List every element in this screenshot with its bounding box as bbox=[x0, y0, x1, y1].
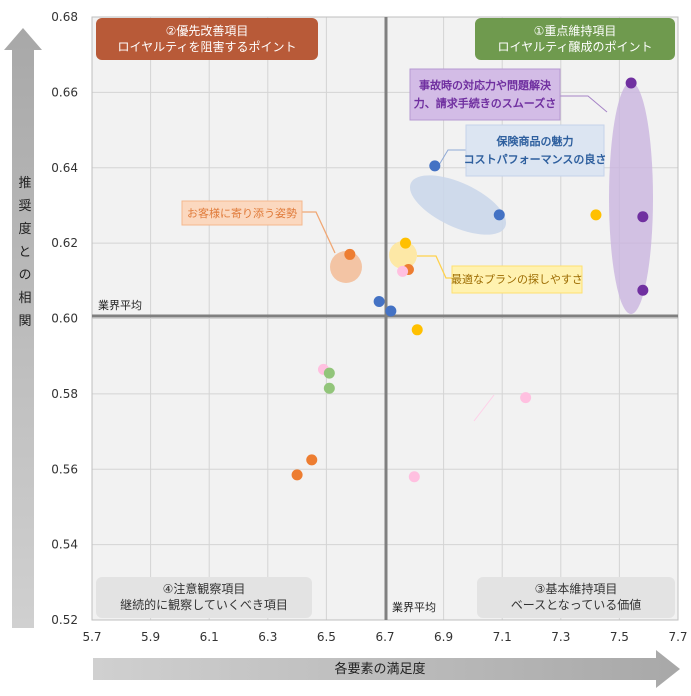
quadrant-bottom-left: ④注意観察項目 継続的に観察していくべき項目 bbox=[96, 577, 312, 618]
x-tick-label: 6.3 bbox=[258, 630, 277, 644]
quadrant-bottom-right-subtitle: ベースとなっている価値 bbox=[511, 597, 641, 612]
orange-connector bbox=[302, 211, 336, 254]
quadrant-bottom-right-box bbox=[477, 577, 675, 618]
industry-avg-x-label: 業界平均 bbox=[392, 601, 436, 614]
x-tick-label: 6.5 bbox=[317, 630, 336, 644]
data-points bbox=[291, 77, 649, 483]
data-point bbox=[625, 77, 637, 89]
data-point bbox=[520, 392, 532, 404]
yellow-connector bbox=[417, 255, 452, 279]
purple-connector bbox=[560, 95, 608, 113]
x-tick-label: 7.3 bbox=[551, 630, 570, 644]
data-point bbox=[408, 471, 420, 483]
callout-accident-response: 事故時の対応力や問題解決 力、請求手続きのスムーズさ bbox=[409, 68, 561, 121]
y-tick-label: 0.52 bbox=[51, 613, 78, 627]
quadrant-top-left-subtitle: ロイヤルティを阻害するポイント bbox=[118, 39, 297, 54]
industry-avg-y-label: 業界平均 bbox=[98, 299, 142, 312]
data-point bbox=[637, 211, 649, 223]
data-point bbox=[397, 265, 409, 277]
x-axis-arrow: 各要素の満足度 bbox=[93, 650, 680, 688]
data-point bbox=[323, 382, 335, 394]
quadrant-bottom-right: ③基本維持項目 ベースとなっている価値 bbox=[477, 577, 675, 618]
y-tick-label: 0.66 bbox=[51, 85, 78, 99]
callout-accident-response-line1: 事故時の対応力や問題解決 bbox=[419, 78, 552, 92]
data-point bbox=[323, 367, 335, 379]
y-tick-label: 0.60 bbox=[51, 312, 78, 326]
x-tick-label: 5.7 bbox=[82, 630, 101, 644]
blue-highlight-ellipse bbox=[409, 175, 507, 235]
callout-customer-attitude: お客様に寄り添う姿勢 bbox=[181, 200, 303, 226]
x-axis-arrow-shape bbox=[93, 650, 680, 688]
callout-product-appeal-line2: コストパフォーマンスの良さ bbox=[464, 152, 607, 166]
x-axis-ticks: 5.7 5.9 6.1 6.3 6.5 6.7 6.9 7.1 7.3 7.5 7.7 bbox=[82, 630, 687, 644]
y-tick-label: 0.56 bbox=[51, 462, 78, 476]
data-point bbox=[493, 209, 505, 221]
quadrant-top-right-box bbox=[475, 18, 675, 60]
data-point bbox=[291, 469, 303, 481]
blue-connector bbox=[435, 149, 466, 171]
x-tick-label: 7.1 bbox=[493, 630, 512, 644]
quadrant-top-right-subtitle: ロイヤルティ醸成のポイント bbox=[498, 40, 653, 54]
data-point bbox=[373, 296, 385, 308]
callout-plan-search: 最適なプランの探しやすさ bbox=[451, 265, 583, 294]
x-tick-label: 6.7 bbox=[375, 630, 394, 644]
callout-accident-response-box bbox=[409, 68, 561, 121]
data-point bbox=[306, 454, 318, 466]
y-tick-label: 0.64 bbox=[51, 161, 78, 175]
callout-accident-response-line2: 力、請求手続きのスムーズさ bbox=[414, 96, 556, 110]
x-tick-label: 6.1 bbox=[200, 630, 219, 644]
purple-highlight-ellipse bbox=[609, 82, 653, 314]
y-axis-arrow-shape bbox=[4, 28, 42, 628]
x-tick-label: 5.9 bbox=[141, 630, 160, 644]
data-point bbox=[385, 305, 397, 317]
callout-product-appeal: 保険商品の魅力 コストパフォーマンスの良さ bbox=[464, 124, 607, 177]
data-point bbox=[411, 324, 423, 336]
quadrant-bottom-left-title: ④注意観察項目 bbox=[163, 581, 246, 596]
callout-customer-attitude-text: お客様に寄り添う姿勢 bbox=[187, 206, 297, 220]
callout-customer-attitude-box bbox=[181, 200, 303, 226]
callout-product-appeal-box bbox=[465, 124, 605, 177]
quadrant-top-left-title: ②優先改善項目 bbox=[166, 23, 249, 38]
callout-plan-search-box bbox=[451, 265, 583, 294]
y-tick-label: 0.68 bbox=[51, 10, 78, 24]
quadrant-bottom-left-subtitle: 継続的に観察していくべき項目 bbox=[120, 597, 288, 612]
quadrant-top-right: ①重点維持項目 ロイヤルティ醸成のポイント bbox=[475, 18, 675, 60]
callout-product-appeal-line1: 保険商品の魅力 bbox=[496, 134, 574, 148]
x-axis-label: 各要素の満足度 bbox=[334, 661, 425, 677]
callout-plan-search-text: 最適なプランの探しやすさ bbox=[451, 272, 583, 286]
y-axis-arrow: 推奨度との相関 bbox=[4, 28, 42, 628]
x-tick-label: 7.5 bbox=[610, 630, 629, 644]
data-point bbox=[429, 160, 441, 172]
y-tick-label: 0.54 bbox=[51, 538, 78, 552]
orange-highlight-circle bbox=[330, 251, 362, 283]
y-tick-label: 0.58 bbox=[51, 387, 78, 401]
y-axis-label: 推奨度との相関 bbox=[16, 176, 32, 337]
quadrant-top-left-box bbox=[96, 18, 318, 60]
x-tick-label: 6.9 bbox=[434, 630, 453, 644]
yellow-highlight-circle bbox=[389, 241, 417, 269]
quadrant-top-left: ②優先改善項目 ロイヤルティを阻害するポイント bbox=[96, 18, 318, 60]
quadrant-top-right-title: ①重点維持項目 bbox=[534, 23, 617, 38]
quadrant-bottom-left-box bbox=[96, 577, 312, 618]
data-point bbox=[590, 209, 602, 221]
y-tick-label: 0.62 bbox=[51, 236, 78, 250]
data-point bbox=[344, 248, 356, 260]
pink-connector bbox=[473, 394, 495, 422]
quadrant-bottom-right-title: ③基本維持項目 bbox=[535, 581, 618, 596]
data-point bbox=[400, 237, 412, 249]
data-point bbox=[637, 284, 649, 296]
x-tick-label: 7.7 bbox=[668, 630, 687, 644]
y-axis-ticks: 0.52 0.54 0.56 0.58 0.60 0.62 0.64 0.66 0.68 bbox=[51, 10, 78, 627]
